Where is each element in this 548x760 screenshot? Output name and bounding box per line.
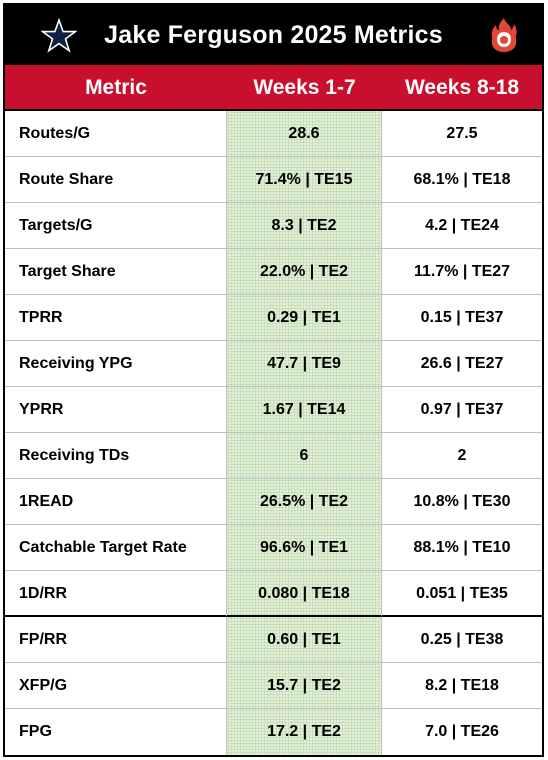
weeks-8-18-value: 27.5 bbox=[382, 111, 542, 157]
metric-label: Receiving TDs bbox=[5, 433, 227, 479]
weeks-1-7-value: 1.67 | TE14 bbox=[227, 387, 382, 433]
metric-label: FP/RR bbox=[5, 617, 227, 663]
star-logo-icon bbox=[41, 18, 77, 53]
weeks-1-7-value: 0.60 | TE1 bbox=[227, 617, 382, 663]
weeks-8-18-value: 0.97 | TE37 bbox=[382, 387, 542, 433]
flame-shield-logo-icon bbox=[491, 18, 517, 52]
table-row: FPG 17.2 | TE2 7.0 | TE26 bbox=[5, 709, 542, 755]
metrics-table-frame: Jake Ferguson 2025 Metrics Metric Weeks … bbox=[3, 3, 544, 757]
metric-label: Receiving YPG bbox=[5, 341, 227, 387]
weeks-1-7-value: 8.3 | TE2 bbox=[227, 203, 382, 249]
table-row: Target Share 22.0% | TE2 11.7% | TE27 bbox=[5, 249, 542, 295]
table-row: FP/RR 0.60 | TE1 0.25 | TE38 bbox=[5, 617, 542, 663]
metric-label: YPRR bbox=[5, 387, 227, 433]
metric-label: TPRR bbox=[5, 295, 227, 341]
weeks-1-7-value: 6 bbox=[227, 433, 382, 479]
table-row: 1READ 26.5% | TE2 10.8% | TE30 bbox=[5, 479, 542, 525]
table-row: XFP/G 15.7 | TE2 8.2 | TE18 bbox=[5, 663, 542, 709]
weeks-8-18-value: 0.15 | TE37 bbox=[382, 295, 542, 341]
table-row: Receiving TDs 6 2 bbox=[5, 433, 542, 479]
table-row: TPRR 0.29 | TE1 0.15 | TE37 bbox=[5, 295, 542, 341]
weeks-8-18-value: 0.051 | TE35 bbox=[382, 571, 542, 617]
table-row: 1D/RR 0.080 | TE18 0.051 | TE35 bbox=[5, 571, 542, 617]
table-row: YPRR 1.67 | TE14 0.97 | TE37 bbox=[5, 387, 542, 433]
table-row: Targets/G 8.3 | TE2 4.2 | TE24 bbox=[5, 203, 542, 249]
metric-label: Targets/G bbox=[5, 203, 227, 249]
table-row: Route Share 71.4% | TE15 68.1% | TE18 bbox=[5, 157, 542, 203]
weeks-8-18-value: 10.8% | TE30 bbox=[382, 479, 542, 525]
weeks-8-18-value: 11.7% | TE27 bbox=[382, 249, 542, 295]
weeks-1-7-value: 15.7 | TE2 bbox=[227, 663, 382, 709]
weeks-8-18-value: 8.2 | TE18 bbox=[382, 663, 542, 709]
weeks-1-7-value: 26.5% | TE2 bbox=[227, 479, 382, 525]
table-header-row: Metric Weeks 1-7 Weeks 8-18 bbox=[5, 65, 542, 111]
weeks-8-18-value: 68.1% | TE18 bbox=[382, 157, 542, 203]
weeks-8-18-value: 0.25 | TE38 bbox=[382, 617, 542, 663]
table-row: Receiving YPG 47.7 | TE9 26.6 | TE27 bbox=[5, 341, 542, 387]
weeks-1-7-value: 47.7 | TE9 bbox=[227, 341, 382, 387]
weeks-8-18-value: 88.1% | TE10 bbox=[382, 525, 542, 571]
metric-label: 1READ bbox=[5, 479, 227, 525]
weeks-8-18-value: 7.0 | TE26 bbox=[425, 723, 499, 740]
metric-label: Route Share bbox=[5, 157, 227, 203]
metric-label: Catchable Target Rate bbox=[5, 525, 227, 571]
metric-label: Target Share bbox=[5, 249, 227, 295]
weeks-1-7-value: 17.2 | TE2 bbox=[227, 709, 382, 755]
weeks-1-7-value: 28.6 bbox=[227, 111, 382, 157]
weeks-8-18-value: 2 bbox=[382, 433, 542, 479]
metric-label: XFP/G bbox=[5, 663, 227, 709]
table-row: Routes/G 28.6 27.5 bbox=[5, 111, 542, 157]
metric-label: Routes/G bbox=[5, 111, 227, 157]
metric-label: FPG bbox=[5, 709, 227, 755]
weeks-8-18-value: 4.2 | TE24 bbox=[382, 203, 542, 249]
column-header-metric: Metric bbox=[85, 76, 147, 99]
weeks-1-7-value: 96.6% | TE1 bbox=[227, 525, 382, 571]
page-title: Jake Ferguson 2025 Metrics bbox=[104, 21, 443, 49]
column-header-weeks-8-18: Weeks 8-18 bbox=[404, 76, 520, 99]
column-header-weeks-1-7: Weeks 1-7 bbox=[253, 76, 356, 99]
weeks-1-7-value: 22.0% | TE2 bbox=[227, 249, 382, 295]
title-bar: Jake Ferguson 2025 Metrics bbox=[5, 5, 542, 65]
weeks-8-18-value: 26.6 | TE27 bbox=[382, 341, 542, 387]
weeks-1-7-value: 71.4% | TE15 bbox=[227, 157, 382, 203]
metric-label: 1D/RR bbox=[5, 571, 227, 617]
weeks-1-7-value: 0.080 | TE18 bbox=[227, 571, 382, 617]
weeks-1-7-value: 0.29 | TE1 bbox=[227, 295, 382, 341]
table-row: Catchable Target Rate 96.6% | TE1 88.1% … bbox=[5, 525, 542, 571]
